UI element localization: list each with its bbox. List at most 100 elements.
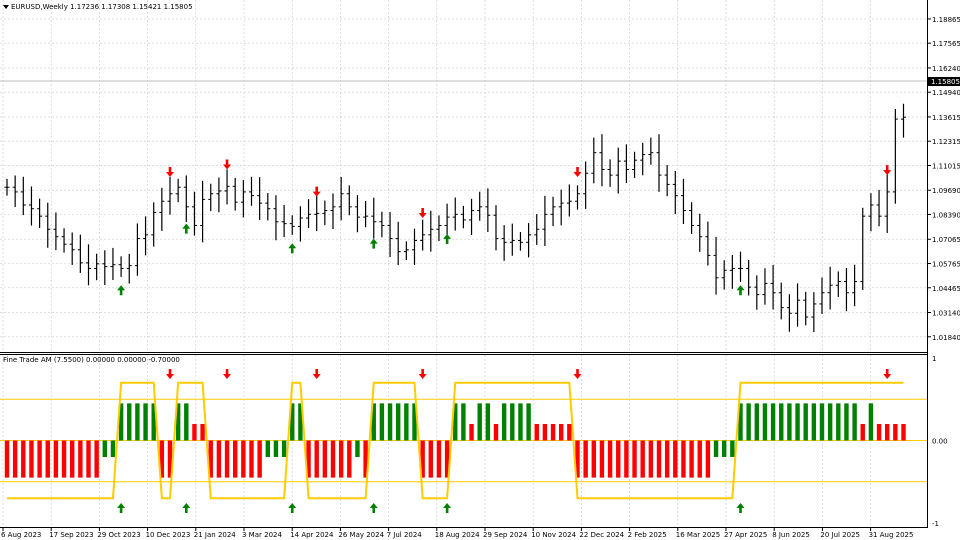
histogram-bar [412,403,417,441]
histogram-bar [330,440,336,478]
buy-arrow-icon [288,243,297,254]
histogram-bar [510,403,515,441]
histogram-bar [428,440,433,478]
histogram-bar [322,440,328,478]
histogram-bar [216,440,222,478]
price-tick-label: 1.04465 [932,285,960,293]
histogram-bar [583,440,588,478]
histogram-bar [12,440,18,478]
histogram-bar [61,440,67,478]
histogram-bar [681,440,686,478]
indicator-signal-arrows [117,369,892,513]
indicator-histogram [4,403,906,478]
histogram-bar [770,403,776,441]
histogram-bar [29,440,34,478]
histogram-bar [738,403,743,441]
histogram-bar [135,403,140,441]
symbol-header[interactable]: EURUSD,Weekly 1.17236 1.17308 1.15421 1.… [3,3,193,11]
time-tick-label: 21 Jan 2024 [194,531,237,539]
histogram-bar [559,424,564,441]
histogram-bar [306,440,311,478]
time-tick-label: 7 Jul 2024 [387,531,423,539]
histogram-bar [779,403,784,441]
histogram-bar [811,403,817,441]
sell-arrow-icon [166,166,174,177]
price-pane[interactable] [0,80,927,333]
histogram-bar [347,440,352,478]
histogram-bar [632,440,637,478]
histogram-bar [599,440,605,478]
histogram-bar [493,424,499,441]
time-tick-label: 6 Aug 2023 [1,531,41,539]
histogram-bar [224,440,230,478]
time-tick-label: 29 Oct 2023 [97,531,140,539]
sell-arrow-icon [883,165,892,176]
indicator-header-text: Fine Trade AM (7.5500) 0.00000 0.00000 -… [3,356,180,364]
time-tick-label: 10 Dec 2023 [146,531,191,539]
histogram-bar [363,440,368,478]
time-tick-label: 20 Jul 2025 [820,531,860,539]
time-tick-label: 3 Mar 2024 [242,531,282,539]
price-tick-label: 1.12315 [932,138,960,146]
sell-arrow-icon [223,369,232,379]
histogram-bar [444,440,450,478]
histogram-bar [175,403,181,441]
time-tick-label: 27 Apr 2025 [724,531,767,539]
histogram-bar [713,440,719,457]
histogram-bar [257,440,262,478]
price-tick-label: 1.01840 [932,334,960,342]
histogram-bar [249,440,254,478]
histogram-bar [534,424,539,441]
price-bars [4,103,906,333]
histogram-bar [567,424,572,441]
histogram-bar [664,440,670,478]
sell-arrow-icon [573,166,582,177]
time-tick-label: 2 Feb 2025 [628,531,667,539]
indicator-tick-label: -1 [932,520,939,528]
indicator-pane[interactable] [0,369,927,513]
histogram-bar [208,440,213,478]
histogram-bar [273,440,279,457]
histogram-bar [762,403,768,441]
histogram-bar [371,403,376,441]
symbol-header-text: EURUSD,Weekly 1.17236 1.17308 1.15421 1.… [11,3,193,11]
dropdown-triangle-icon[interactable] [3,5,9,9]
price-tick-label: 1.16240 [932,65,960,73]
time-axis[interactable]: 6 Aug 2023 17 Sep 2023 29 Oct 2023 10 Dec 2… [1,527,913,539]
indicator-tick-label: 1 [932,355,936,363]
histogram-bar [836,403,841,441]
histogram-bar [314,440,319,478]
histogram-bar [37,440,42,478]
time-tick-label: 29 Sep 2024 [483,531,528,539]
time-tick-label: 8 Jun 2025 [772,531,810,539]
price-axis[interactable]: 1.18865 1.17565 1.16240 1.14940 1.13615 1.123… [927,16,960,342]
histogram-bar [787,403,792,441]
histogram-bar [200,424,205,441]
histogram-bar [355,440,360,457]
histogram-bar [404,403,409,441]
histogram-bar [901,424,906,441]
histogram-bar [265,440,270,457]
histogram-bar [575,440,580,478]
histogram-bar [754,403,759,441]
histogram-bar [730,440,735,457]
time-tick-label: 31 Aug 2025 [869,531,914,539]
histogram-bar [143,403,148,441]
buy-arrow-icon [443,503,452,513]
histogram-bar [656,440,662,478]
histogram-bar [184,403,189,441]
sell-arrow-icon [573,369,582,379]
histogram-bar [118,403,124,441]
sell-arrow-icon [312,186,321,197]
histogram-bar [233,440,238,478]
histogram-bar [167,440,173,478]
price-tick-label: 1.13615 [932,114,960,122]
sell-arrow-icon [223,159,232,170]
price-tick-label: 1.14940 [932,89,960,97]
histogram-bar [387,403,393,441]
histogram-bar [591,440,596,478]
histogram-bar [860,424,865,441]
histogram-bar [542,424,548,441]
time-tick-label: 17 Sep 2023 [49,531,93,539]
